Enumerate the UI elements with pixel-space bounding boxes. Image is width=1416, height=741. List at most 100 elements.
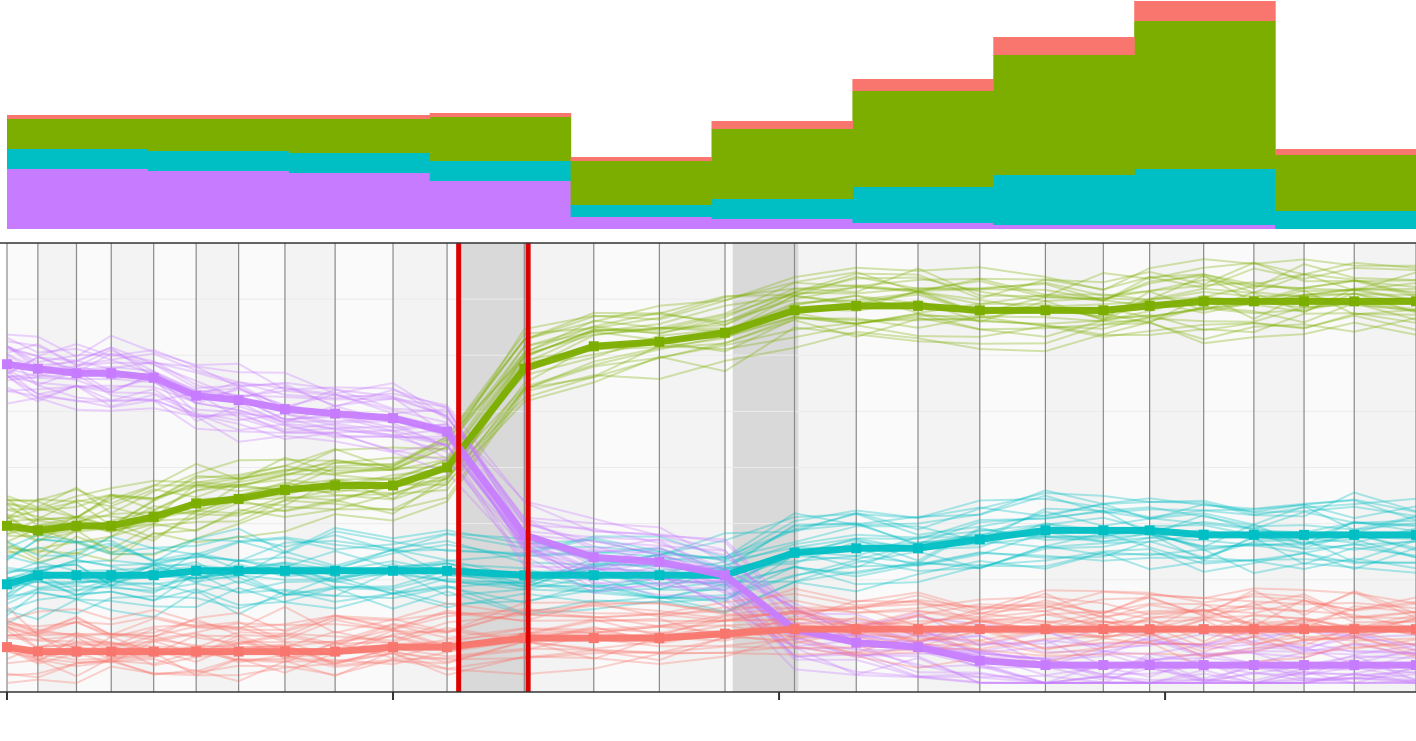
area-segment-purple	[852, 223, 994, 229]
mean-point-cyan	[1349, 529, 1360, 540]
mean-point-red	[1144, 624, 1155, 635]
trajectory-line-red	[6, 598, 1416, 650]
area-segment-cyan	[7, 149, 149, 169]
mean-point-red	[1299, 624, 1310, 635]
trajectory-line-red	[6, 587, 1416, 634]
mean-point-green	[720, 327, 731, 338]
trajectory-line-cyan	[6, 530, 1416, 603]
area-segment-green	[288, 119, 431, 153]
trajectory-line-green	[6, 263, 1416, 512]
trajectory-line-purple	[6, 344, 1416, 659]
area-segment-green	[429, 117, 572, 161]
trajectory-line-green	[6, 261, 1416, 515]
mean-point-purple	[388, 413, 399, 424]
mean-point-red	[1098, 624, 1109, 635]
trajectory-line-cyan	[6, 503, 1416, 566]
mean-point-cyan	[1144, 525, 1155, 536]
area-segment-cyan	[1134, 169, 1276, 225]
mean-point-red	[720, 628, 731, 639]
area-segment-red	[7, 115, 149, 119]
trajectory-line-cyan	[6, 546, 1416, 625]
area-segment-green	[852, 91, 994, 187]
mean-point-cyan	[519, 570, 530, 581]
trajectory-line-cyan	[6, 536, 1416, 605]
trajectory-line-cyan	[6, 536, 1416, 600]
mean-point-red	[148, 646, 159, 657]
mean-point-cyan	[191, 565, 202, 576]
mean-point-cyan	[1248, 529, 1259, 540]
stacked-area-chart	[7, 1, 1416, 229]
trajectory-line-green	[6, 274, 1416, 528]
mean-point-red	[1349, 624, 1360, 635]
trajectory-line-cyan	[6, 497, 1416, 564]
trajectory-line-cyan	[6, 520, 1416, 587]
area-segment-red	[570, 157, 713, 161]
trajectory-line-green	[6, 312, 1416, 561]
trajectory-line-cyan	[6, 510, 1416, 573]
area-segment-green	[711, 129, 853, 199]
area-segment-green	[993, 55, 1135, 175]
mean-point-red	[519, 633, 530, 644]
mean-point-cyan	[1040, 525, 1051, 536]
mean-point-cyan	[851, 543, 862, 554]
mean-point-green	[279, 484, 290, 495]
trajectory-line-green	[6, 276, 1416, 521]
mean-point-green	[1299, 296, 1310, 307]
trajectory-line-purple	[6, 348, 1416, 665]
mean-point-red	[913, 624, 924, 635]
trajectory-line-purple	[6, 336, 1416, 650]
trajectory-line-cyan	[6, 531, 1416, 599]
mean-point-cyan	[913, 543, 924, 554]
area-segment-green	[7, 119, 149, 149]
trajectory-line-cyan	[6, 548, 1416, 616]
area-segment-green	[147, 119, 290, 151]
area-segment-red	[993, 37, 1135, 55]
mean-point-purple	[1144, 660, 1155, 671]
mean-point-purple	[654, 556, 665, 567]
mean-point-cyan	[279, 565, 290, 576]
mean-point-purple	[851, 637, 862, 648]
trajectory-line-red	[6, 591, 1416, 636]
area-segment-green	[1134, 21, 1276, 169]
mean-point-cyan	[106, 570, 117, 581]
mean-point-purple	[1198, 660, 1209, 671]
area-segment-purple	[711, 219, 853, 229]
mean-point-green	[1248, 296, 1259, 307]
area-segment-cyan	[288, 153, 431, 173]
mean-point-cyan	[233, 565, 244, 576]
mean-point-cyan	[1198, 529, 1209, 540]
trajectory-line-chart	[0, 242, 1416, 700]
trajectory-line-green	[6, 313, 1416, 555]
mean-point-cyan	[71, 570, 82, 581]
mean-point-red	[1040, 624, 1051, 635]
area-segment-red	[429, 113, 572, 117]
mean-point-purple	[279, 404, 290, 415]
mean-point-cyan	[974, 534, 985, 545]
mean-point-cyan	[148, 570, 159, 581]
mean-point-green	[654, 336, 665, 347]
trajectory-line-red	[6, 632, 1416, 679]
trajectory-line-cyan	[6, 494, 1416, 562]
mean-point-purple	[1098, 660, 1109, 671]
mean-point-red	[442, 642, 453, 653]
mean-point-purple	[1040, 660, 1051, 671]
mean-point-red	[32, 646, 43, 657]
mean-point-purple	[913, 642, 924, 653]
mean-point-green	[789, 305, 800, 316]
mean-point-cyan	[32, 570, 43, 581]
trajectory-line-cyan	[6, 531, 1416, 600]
trajectory-line-red	[6, 617, 1416, 666]
trajectory-line-purple	[6, 345, 1416, 661]
area-segment-red	[852, 79, 994, 91]
mean-point-green	[1198, 296, 1209, 307]
mean-point-green	[519, 363, 530, 374]
mean-point-green	[191, 498, 202, 509]
area-segment-purple	[570, 217, 713, 229]
area-segment-green	[570, 161, 713, 205]
trajectory-line-green	[6, 272, 1416, 520]
area-segment-purple	[429, 181, 572, 229]
mean-point-cyan	[1411, 529, 1416, 540]
area-segment-cyan	[993, 175, 1135, 225]
area-segment-red	[147, 115, 290, 119]
mean-point-red	[974, 624, 985, 635]
